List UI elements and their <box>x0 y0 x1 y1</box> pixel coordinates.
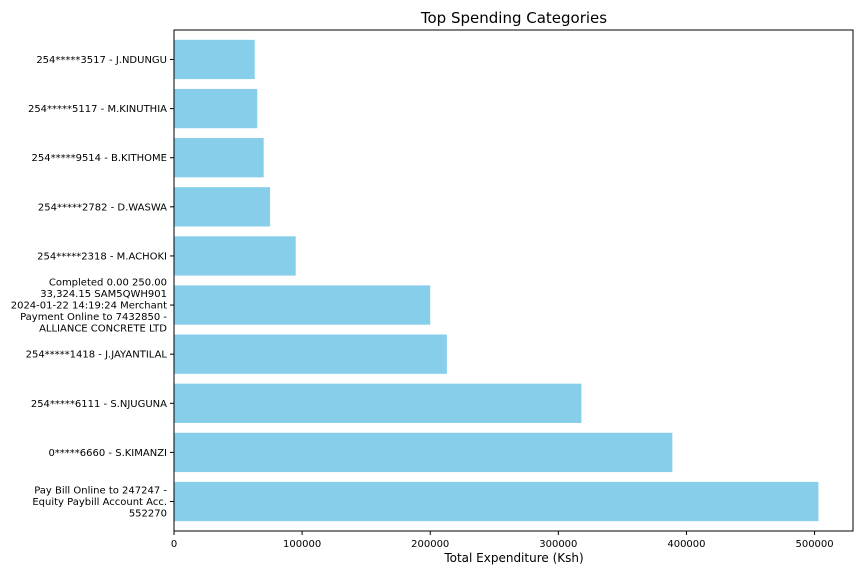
bar-6 <box>174 187 271 227</box>
x-tick-label-4: 400000 <box>667 539 705 550</box>
plot-frame <box>173 29 854 532</box>
category-label-line: 2024-01-22 14:19:24 Merchant <box>11 301 167 312</box>
bar-3 <box>174 334 447 374</box>
category-label-line: 254*****3517 - J.NDUNGU <box>36 55 167 66</box>
bar-7 <box>174 138 264 178</box>
x-axis-label: Total Expenditure (Ksh) <box>443 551 583 565</box>
bar-0 <box>174 481 819 522</box>
category-label-line: 552270 <box>129 509 167 520</box>
bar-9 <box>174 39 255 80</box>
category-label-line: Payment Online to 7432850 - <box>20 312 167 323</box>
category-label-6: 254*****2782 - D.WASWA <box>38 202 167 213</box>
category-label-line: 254*****9514 - B.KITHOME <box>32 153 168 164</box>
category-label-line: 254*****2782 - D.WASWA <box>38 202 167 213</box>
bar-1 <box>174 432 673 473</box>
category-label-5: 254*****2318 - M.ACHOKI <box>37 251 167 262</box>
x-tick-label-1: 100000 <box>283 539 321 550</box>
x-tick-label-5: 500000 <box>795 539 833 550</box>
bars-layer <box>174 39 819 522</box>
category-label-line: Pay Bill Online to 247247 - <box>34 486 167 497</box>
bar-5 <box>174 236 296 276</box>
bar-8 <box>174 88 258 129</box>
category-label-4: Completed 0.00 250.00 33,324.15 SAM5QWH90… <box>11 278 168 335</box>
x-tick-label-0: 0 <box>171 539 177 550</box>
category-label-0: Pay Bill Online to 247247 -Equity Paybil… <box>32 486 167 520</box>
x-ticks: 0 100000 200000 300000 400000 500000 <box>170 58 834 550</box>
category-label-line: 254*****5117 - M.KINUTHIA <box>28 104 167 115</box>
category-label-line: 254*****2318 - M.ACHOKI <box>37 251 167 262</box>
x-tick-label-3: 300000 <box>539 539 577 550</box>
category-label-1: 0*****6660 - S.KIMANZI <box>48 448 167 459</box>
category-label-line: 33,324.15 SAM5QWH901 <box>40 289 167 300</box>
category-label-7: 254*****9514 - B.KITHOME <box>32 153 168 164</box>
chart-title: Top Spending Categories <box>420 9 607 27</box>
category-label-line: ALLIANCE CONCRETE LTD <box>39 324 167 335</box>
bar-4 <box>174 285 431 325</box>
category-label-line: Completed 0.00 250.00 <box>49 278 167 289</box>
category-label-line: 0*****6660 - S.KIMANZI <box>48 448 167 459</box>
category-label-line: 254*****6111 - S.NJUGUNA <box>31 399 167 410</box>
bar-2 <box>174 383 582 423</box>
category-label-line: Equity Paybill Account Acc. <box>32 497 167 508</box>
category-labels: Pay Bill Online to 247247 -Equity Paybil… <box>11 55 168 520</box>
x-tick-label-2: 200000 <box>411 539 449 550</box>
category-label-line: 254*****1418 - J.JAYANTILAL <box>26 350 168 361</box>
category-label-3: 254*****1418 - J.JAYANTILAL <box>26 350 168 361</box>
axes <box>173 29 854 532</box>
category-label-9: 254*****3517 - J.NDUNGU <box>36 55 167 66</box>
category-label-8: 254*****5117 - M.KINUTHIA <box>28 104 167 115</box>
category-label-2: 254*****6111 - S.NJUGUNA <box>31 399 167 410</box>
